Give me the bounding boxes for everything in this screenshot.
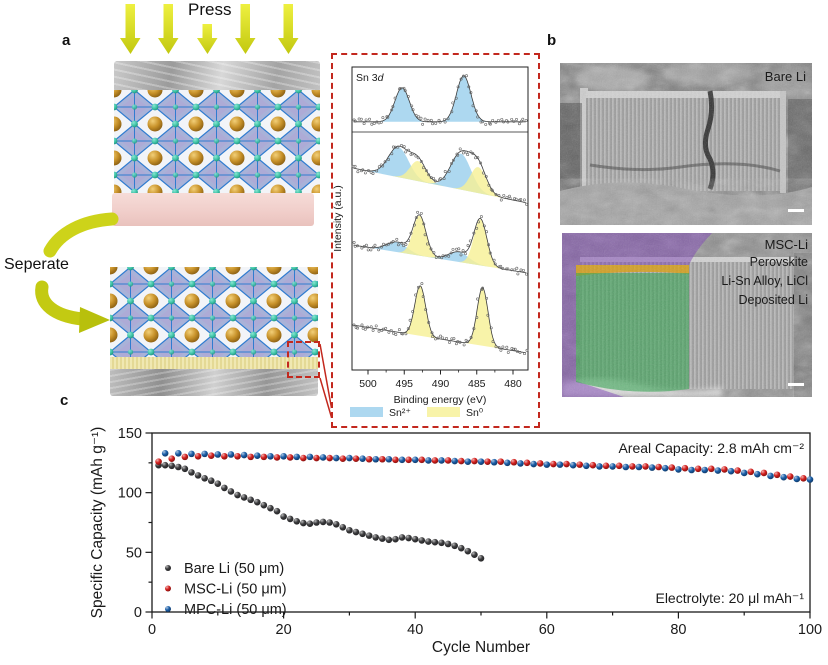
press-arrow-icon xyxy=(235,4,256,54)
xps-spectrum-perovskite-pristine xyxy=(352,74,528,126)
xps-spectrum-partially-reduced-1 xyxy=(351,144,528,206)
press-label: Press xyxy=(188,0,232,19)
annotation-electrolyte: Electrolyte: 20 μl mAh⁻¹ xyxy=(655,590,804,606)
svg-text:500: 500 xyxy=(359,378,377,390)
sem-bare-li-graphic: Bare Li xyxy=(560,61,812,225)
x-axis-title: Cycle Number xyxy=(432,639,530,656)
cycling-performance-chart: 0 20 40 60 80 100 0 50 100 150 Cycle Number Specifi… xyxy=(89,426,822,656)
separate-arrowhead-icon xyxy=(79,307,110,333)
press-arrow-icon xyxy=(120,4,141,54)
series-points-2 xyxy=(161,449,814,483)
zoom-region-box xyxy=(287,341,320,378)
panel-a-label: a xyxy=(62,32,71,49)
svg-text:Sn²⁺: Sn²⁺ xyxy=(389,407,411,419)
svg-text:MSC-Li (50 μm): MSC-Li (50 μm) xyxy=(184,582,287,598)
xps-x-title: Binding energy (eV) xyxy=(394,394,487,406)
sem-msc-li-graphic: MSC-Li Perovskite Li-Sn Alloy, LiCl Depo… xyxy=(562,233,812,397)
separate-arrow-top-segment xyxy=(43,212,119,258)
xps-spectrum-fully-reduced xyxy=(352,282,529,356)
sem-image-bare-li: Bare Li xyxy=(560,61,812,225)
separate-arrow xyxy=(35,212,119,333)
xps-y-title: Intensity (a.u.) xyxy=(333,185,344,252)
overlay-label-deposited-li: Deposited Li xyxy=(739,293,809,307)
press-arrow-icon xyxy=(278,4,299,54)
press-arrow-icon xyxy=(158,4,179,54)
overlay-label-perovskite: Perovskite xyxy=(750,255,808,269)
xps-inset-panel: Sn 3d 500 495 490 485 480 Binding energy (eV) I… xyxy=(331,53,540,428)
xps-legend: Sn²⁺ Sn⁰ xyxy=(350,407,483,419)
xps-spectrum-partially-reduced-2 xyxy=(352,210,528,276)
svg-text:80: 80 xyxy=(670,622,686,638)
perovskite-lattice-lower xyxy=(110,267,318,357)
svg-text:100: 100 xyxy=(798,622,822,638)
svg-text:100: 100 xyxy=(118,486,142,502)
press-top-plate xyxy=(114,61,320,92)
svg-text:40: 40 xyxy=(407,622,423,638)
press-arrows xyxy=(120,4,299,54)
overlay-label-alloy: Li-Sn Alloy, LiCl xyxy=(721,274,808,288)
svg-text:60: 60 xyxy=(539,622,555,638)
sem-bottom-label: MSC-Li xyxy=(765,237,808,252)
chart-legend: Bare Li (50 μm) MSC-Li (50 μm) MPC-Li (50 … xyxy=(165,561,287,618)
svg-text:0: 0 xyxy=(148,622,156,638)
panel-c-label: c xyxy=(60,392,69,409)
svg-text:50: 50 xyxy=(126,545,142,561)
perovskite-lattice-upper xyxy=(114,90,320,193)
svg-text:485: 485 xyxy=(468,378,486,390)
sem-top-label: Bare Li xyxy=(765,69,806,84)
separate-bottom-plate xyxy=(110,369,318,396)
svg-text:Bare Li (50 μm): Bare Li (50 μm) xyxy=(184,561,284,577)
svg-text:MPC-Li (50 μm): MPC-Li (50 μm) xyxy=(184,602,287,618)
separate-arrow-bottom-segment xyxy=(35,280,89,326)
svg-text:480: 480 xyxy=(504,378,522,390)
series-points-0 xyxy=(155,461,485,562)
xps-frame xyxy=(351,66,529,371)
series-points-1 xyxy=(155,452,807,482)
press-bottom-plate xyxy=(112,193,314,226)
scale-bar xyxy=(788,209,804,212)
separate-label: Seperate xyxy=(4,256,69,273)
xps-title: Sn 3d xyxy=(356,72,385,84)
svg-text:495: 495 xyxy=(395,378,413,390)
svg-text:150: 150 xyxy=(118,426,142,442)
panel-b-label: b xyxy=(547,32,557,49)
scale-bar xyxy=(788,383,804,386)
alloy-interlayer xyxy=(110,357,318,370)
svg-text:0: 0 xyxy=(134,605,142,621)
axes-ticks: 0 20 40 60 80 100 0 50 100 150 xyxy=(118,426,822,638)
svg-text:Sn⁰: Sn⁰ xyxy=(466,407,483,419)
press-arrow-icon xyxy=(197,24,218,54)
svg-text:20: 20 xyxy=(276,622,292,638)
svg-text:490: 490 xyxy=(432,378,450,390)
xps-axis: 500 495 490 485 480 xyxy=(359,370,522,390)
y-axis-title: Specific Capacity (mAh g⁻¹) xyxy=(89,427,106,619)
xps-plot: Sn 3d 500 495 490 485 480 Binding energy (eV) I… xyxy=(332,66,529,419)
annotation-areal-capacity: Areal Capacity: 2.8 mAh cm⁻² xyxy=(618,440,804,456)
sem-image-msc-li: MSC-Li Perovskite Li-Sn Alloy, LiCl Depo… xyxy=(562,233,812,397)
